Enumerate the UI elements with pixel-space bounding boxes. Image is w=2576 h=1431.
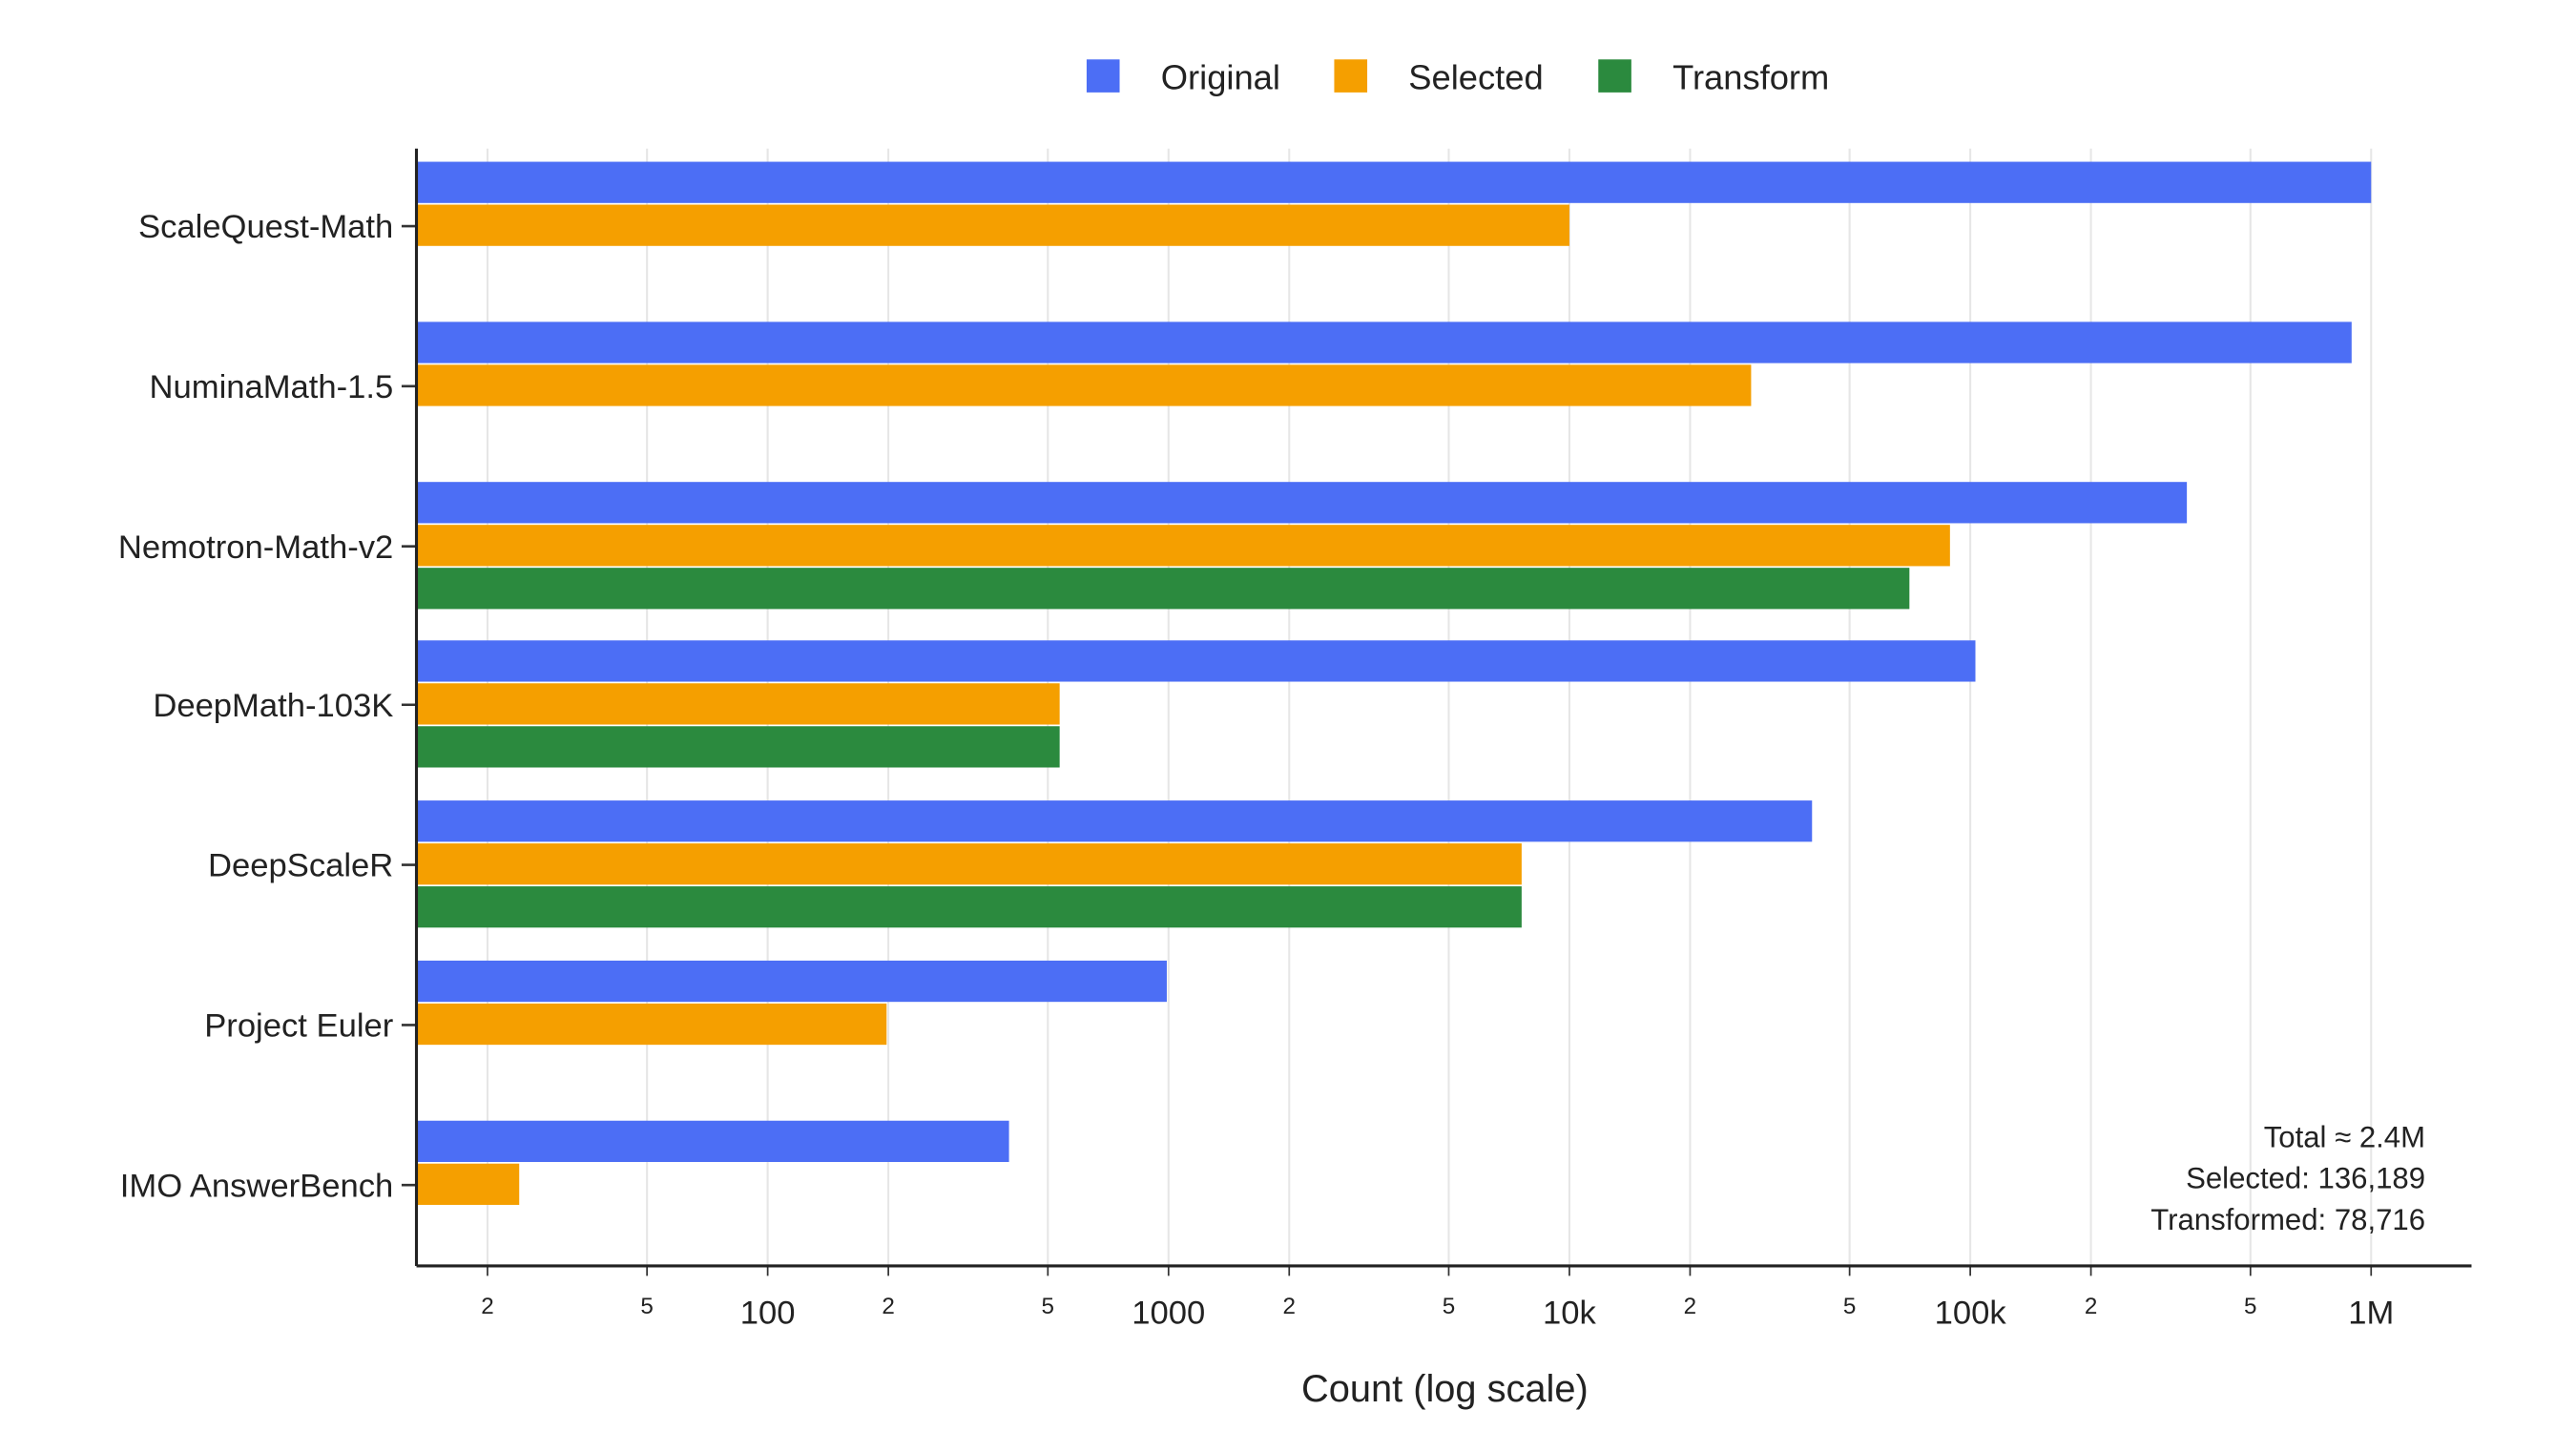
- bar-original: [416, 800, 1813, 842]
- bar-original: [416, 482, 2188, 524]
- bar-original: [416, 960, 1167, 1003]
- x-tick-label: 2: [481, 1294, 493, 1319]
- bars: [416, 161, 2372, 1205]
- legend-label: Original: [1161, 57, 1280, 96]
- axes: 2 5 100 2 5 1000 2 5 10k 2 5 100k 2 5 1M ScaleQuest-Mat…: [118, 148, 2472, 1332]
- x-tick-label: 1000: [1132, 1296, 1205, 1332]
- y-tick-label: DeepScaleR: [208, 848, 393, 884]
- bar-selected: [416, 364, 1752, 406]
- legend-swatch-transform: [1598, 59, 1631, 93]
- legend-label: Selected: [1408, 57, 1543, 96]
- x-tick-label: 5: [1042, 1294, 1054, 1319]
- bar-transform: [416, 726, 1060, 768]
- y-tick-label: Nemotron-Math-v2: [118, 529, 393, 566]
- y-tick-label: NuminaMath-1.5: [150, 369, 394, 405]
- bar-original: [416, 640, 1976, 682]
- bar-selected: [416, 683, 1060, 725]
- bar-original: [416, 161, 2372, 203]
- annotation-text: Selected: 136,189: [2186, 1162, 2425, 1195]
- annotation-text: Total ≈ 2.4M: [2264, 1120, 2425, 1153]
- x-tick-label: 10k: [1543, 1296, 1596, 1332]
- bar-selected: [416, 525, 1950, 567]
- legend: Original Selected Transform: [1086, 57, 1829, 96]
- y-tick-label: ScaleQuest-Math: [138, 209, 393, 245]
- bar-transform: [416, 568, 1910, 610]
- x-tick-label: 2: [882, 1294, 894, 1319]
- bar-selected: [416, 843, 1522, 885]
- x-tick-label: 100k: [1935, 1296, 2007, 1332]
- annotation-text: Transformed: 78,716: [2150, 1203, 2425, 1236]
- bar-transform: [416, 886, 1522, 928]
- y-tick-label: Project Euler: [204, 1008, 393, 1045]
- legend-swatch-original: [1086, 59, 1120, 93]
- x-tick-label: 1M: [2348, 1296, 2394, 1332]
- annotations: Total ≈ 2.4M Selected: 136,189 Transformed…: [2150, 1120, 2425, 1236]
- x-tick-label: 100: [740, 1296, 796, 1332]
- x-tick-label: 2: [1684, 1294, 1696, 1319]
- x-tick-label: 5: [1443, 1294, 1455, 1319]
- bar-selected: [416, 1003, 887, 1046]
- legend-swatch-selected: [1334, 59, 1368, 93]
- bar-selected: [416, 1163, 520, 1205]
- x-tick-label: 2: [2085, 1294, 2097, 1319]
- x-tick-label: 2: [1283, 1294, 1296, 1319]
- x-tick-label: 5: [640, 1294, 653, 1319]
- bar-original: [416, 321, 2352, 363]
- y-tick-label: DeepMath-103K: [153, 688, 393, 724]
- y-tick-label: IMO AnswerBench: [120, 1168, 393, 1204]
- x-tick-label: 5: [2244, 1294, 2256, 1319]
- bar-selected: [416, 204, 1569, 246]
- x-tick-label: 5: [1843, 1294, 1856, 1319]
- legend-label: Transform: [1672, 57, 1829, 96]
- bar-original: [416, 1120, 1009, 1162]
- x-axis-label: Count (log scale): [1301, 1368, 1589, 1410]
